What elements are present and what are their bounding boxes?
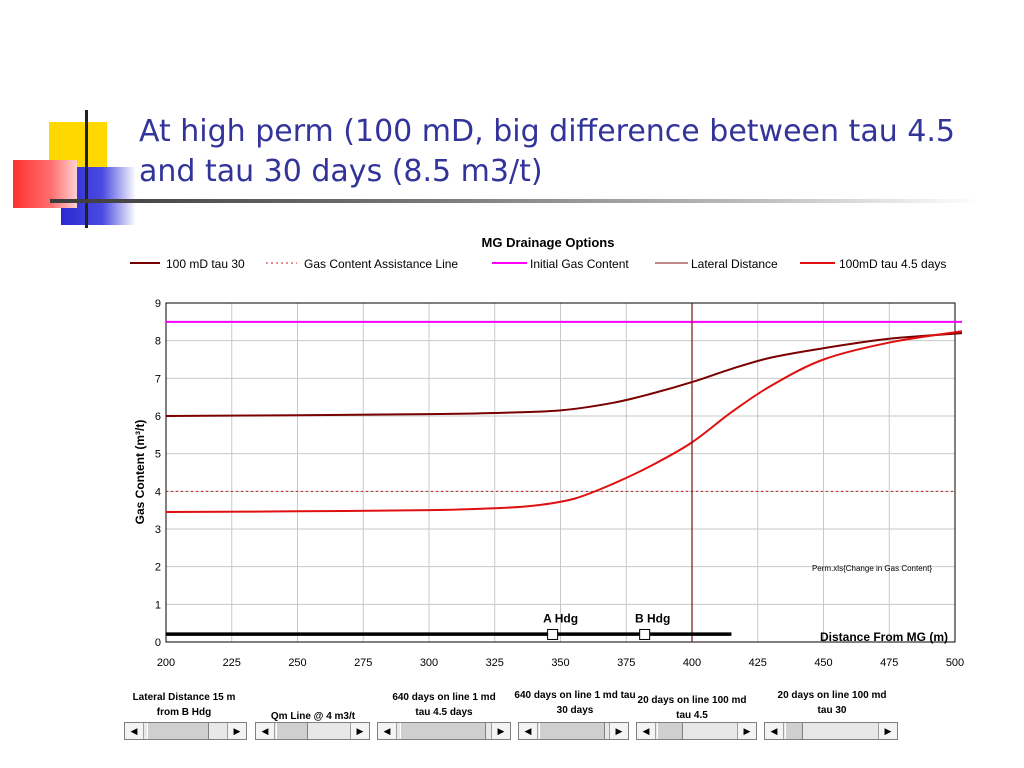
scroll-left-arrow-icon[interactable]: ◀ — [519, 723, 538, 739]
control-label: Qm Line @ 4 m3/t — [270, 711, 356, 722]
y-tick-label: 4 — [155, 486, 161, 498]
heading-marker — [639, 628, 651, 640]
scroll-right-arrow-icon[interactable]: ▶ — [737, 723, 756, 739]
y-tick-label: 6 — [155, 411, 161, 423]
chart-grid — [165, 302, 956, 643]
chart-annotation: Perm.xls{Change in Gas Content} — [812, 564, 932, 573]
scroll-right-arrow-icon[interactable]: ▶ — [609, 723, 628, 739]
scrollbar-thumb[interactable] — [657, 723, 683, 739]
scrollbar[interactable]: ◀ ▶ — [255, 722, 370, 740]
series-line — [165, 332, 963, 417]
scroll-right-arrow-icon[interactable]: ▶ — [878, 723, 897, 739]
y-tick-label: 0 — [155, 637, 161, 649]
slide-title: At high perm (100 mD, big difference bet… — [139, 114, 955, 189]
x-tick-label: 450 — [814, 657, 832, 669]
y-axis-title: Gas Content (m³/t) — [133, 420, 147, 525]
scrollbar[interactable]: ◀ ▶ — [636, 722, 757, 740]
legend-label: 100mD tau 4.5 days — [839, 257, 946, 271]
scrollbar[interactable]: ◀ ▶ — [764, 722, 898, 740]
x-tick-label: 500 — [946, 657, 964, 669]
x-tick-label: 350 — [551, 657, 569, 669]
series-layer: A Hdg B Hdg — [165, 303, 963, 642]
decor-vertical-line — [85, 110, 88, 228]
chart-title: MG Drainage Options — [482, 235, 615, 250]
legend-label: Initial Gas Content — [530, 257, 629, 271]
legend-label: Gas Content Assistance Line — [304, 257, 458, 271]
y-tick-label: 7 — [155, 373, 161, 385]
scrollbar[interactable]: ◀ ▶ — [518, 722, 629, 740]
title-divider — [50, 199, 980, 203]
x-tick-label: 225 — [223, 657, 241, 669]
scroll-right-arrow-icon[interactable]: ▶ — [491, 723, 510, 739]
heading-marker — [547, 628, 559, 640]
plot-area — [165, 302, 956, 643]
scrollbar[interactable]: ◀ ▶ — [124, 722, 247, 740]
x-tick-label: 375 — [617, 657, 635, 669]
y-tick-label: 1 — [155, 599, 161, 611]
x-tick-label: 300 — [420, 657, 438, 669]
scrollbar-thumb[interactable] — [147, 723, 209, 739]
control-label: 640 days on line 1 md tau 30 days — [514, 690, 636, 716]
scroll-right-arrow-icon[interactable]: ▶ — [227, 723, 246, 739]
scroll-left-arrow-icon[interactable]: ◀ — [125, 723, 144, 739]
chart-legend: 100 mD tau 30 Gas Content Assistance Line… — [130, 257, 946, 271]
x-tick-label: 250 — [288, 657, 306, 669]
y-tick-label: 9 — [155, 298, 161, 310]
scroll-left-arrow-icon[interactable]: ◀ — [765, 723, 784, 739]
axis-labels: 200 225 250 275 300 325 350 375 400 425 450 475 5000… — [155, 298, 964, 669]
x-tick-label: 275 — [354, 657, 372, 669]
control-label: 640 days on line 1 md tau 4.5 days — [392, 692, 496, 718]
y-tick-label: 8 — [155, 336, 161, 348]
scroll-left-arrow-icon[interactable]: ◀ — [378, 723, 397, 739]
legend-label: Lateral Distance — [691, 257, 778, 271]
x-tick-label: 400 — [683, 657, 701, 669]
control-label: Lateral Distance 15 m from B Hdg — [132, 692, 236, 718]
scroll-left-arrow-icon[interactable]: ◀ — [637, 723, 656, 739]
scrollbar-thumb[interactable] — [785, 723, 803, 739]
scroll-left-arrow-icon[interactable]: ◀ — [256, 723, 275, 739]
y-tick-label: 5 — [155, 449, 161, 461]
x-tick-label: 200 — [157, 657, 175, 669]
scrollbar[interactable]: ◀ ▶ — [377, 722, 511, 740]
scrollbar-thumb[interactable] — [276, 723, 308, 739]
control-label: 20 days on line 100 md tau 30 — [777, 690, 887, 716]
control-label: 20 days on line 100 md tau 4.5 — [637, 695, 747, 721]
x-tick-label: 475 — [880, 657, 898, 669]
scroll-right-arrow-icon[interactable]: ▶ — [350, 723, 369, 739]
y-tick-label: 2 — [155, 562, 161, 574]
x-axis-title: Distance From MG (m) — [820, 630, 948, 644]
scrollbar-thumb[interactable] — [539, 723, 605, 739]
scrollbar-thumb[interactable] — [400, 723, 486, 739]
x-tick-label: 425 — [749, 657, 767, 669]
heading-marker-label: A Hdg — [543, 611, 578, 625]
y-tick-label: 3 — [155, 524, 161, 536]
heading-marker-label: B Hdg — [635, 611, 670, 625]
legend-label: 100 mD tau 30 — [166, 257, 245, 271]
x-tick-label: 325 — [486, 657, 504, 669]
series-line — [165, 330, 963, 514]
